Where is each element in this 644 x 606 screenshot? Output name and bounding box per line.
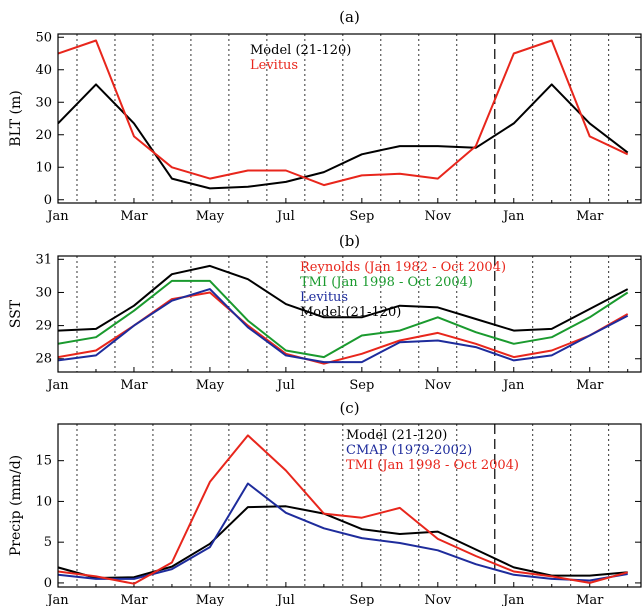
x-tick-label: Mar: [120, 209, 148, 224]
x-tick-label: Mar: [120, 378, 148, 393]
series-line-3: [58, 434, 628, 585]
y-tick-label: 15: [35, 454, 52, 469]
x-tick-label: Jan: [501, 209, 525, 224]
series-line-3: [58, 288, 629, 364]
x-tick-label: Sep: [349, 593, 374, 606]
plot-frame-2: [57, 255, 642, 373]
legend-entry-2: TMI (Jan 1998 - Oct 2004): [300, 275, 473, 290]
x-tick-label: Sep: [349, 378, 374, 393]
legend-entry-1: Model (21-120): [250, 43, 351, 58]
x-tick-label: Jan: [45, 209, 69, 224]
y-axis-label: Precip (mm/d): [8, 455, 24, 556]
series-line-2: [58, 39, 629, 187]
y-tick-label: 20: [35, 128, 52, 143]
y-tick-label: 31: [35, 252, 52, 267]
legend-entry-1: Reynolds (Jan 1982 - Oct 2004): [300, 260, 506, 275]
plot-frame-1: [57, 33, 642, 204]
panel-label-3: (c): [339, 399, 359, 417]
x-tick-label: Jul: [275, 209, 295, 224]
legend-entry-2: Levitus: [250, 58, 298, 73]
legend-entry-3: TMI (Jan 1998 - Oct 2004): [346, 458, 519, 473]
legend-entry-1: Model (21-120): [346, 428, 447, 443]
x-tick-label: Jan: [45, 378, 69, 393]
x-tick-label: May: [196, 378, 225, 393]
legend-entry-4: Model (21-120): [300, 305, 401, 320]
y-tick-label: 5: [44, 535, 52, 550]
y-tick-label: 50: [35, 30, 52, 45]
y-tick-label: 28: [35, 352, 52, 367]
series-line-1: [58, 505, 628, 579]
x-tick-label: Mar: [576, 593, 604, 606]
x-tick-label: Nov: [425, 378, 452, 393]
y-tick-label: 40: [35, 63, 52, 78]
series-line-2: [58, 279, 629, 359]
x-tick-label: May: [196, 209, 225, 224]
x-tick-label: Nov: [425, 593, 452, 606]
y-tick-label: 30: [35, 95, 52, 110]
legend-entry-3: Levitus: [300, 290, 348, 305]
panel-label-1: (a): [339, 8, 360, 26]
x-tick-label: Jul: [275, 593, 295, 606]
y-axis-label: SST: [8, 299, 24, 328]
x-tick-label: Jan: [501, 593, 525, 606]
x-tick-label: Sep: [349, 209, 374, 224]
x-tick-label: Jan: [501, 378, 525, 393]
y-tick-label: 10: [35, 494, 52, 509]
legend-entry-2: CMAP (1979-2002): [346, 443, 472, 458]
y-tick-label: 0: [44, 576, 52, 591]
x-tick-label: Jan: [45, 593, 69, 606]
x-tick-label: Mar: [576, 209, 604, 224]
x-tick-label: Mar: [120, 593, 148, 606]
x-tick-label: Mar: [576, 378, 604, 393]
panel-label-2: (b): [339, 232, 360, 250]
plot-frame-3: [57, 423, 642, 588]
x-tick-label: May: [196, 593, 225, 606]
y-tick-label: 0: [44, 193, 52, 208]
series-line-4: [58, 264, 629, 332]
y-tick-label: 10: [35, 160, 52, 175]
y-tick-label: 29: [35, 319, 52, 334]
x-tick-label: Jul: [275, 378, 295, 393]
x-tick-label: Nov: [425, 209, 452, 224]
y-axis-label: BLT (m): [8, 90, 24, 146]
y-tick-label: 30: [35, 285, 52, 300]
